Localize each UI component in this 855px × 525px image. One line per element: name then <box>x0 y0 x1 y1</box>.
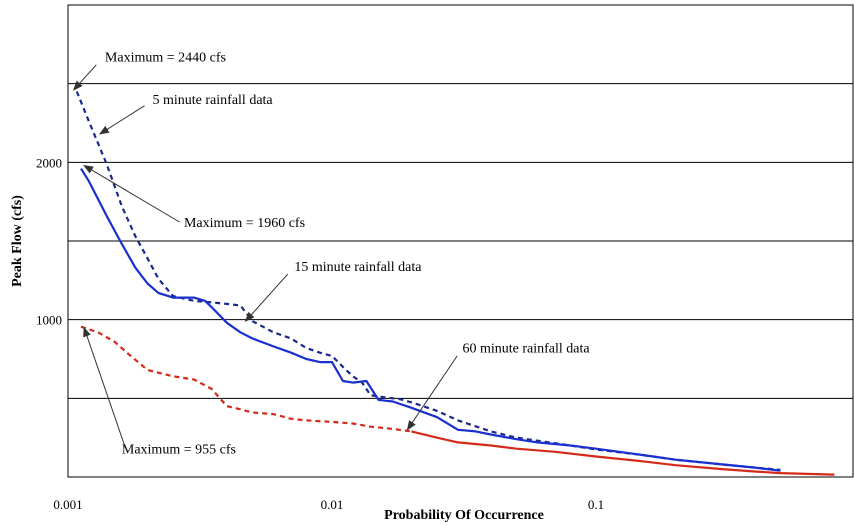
x-tick-label: 0.1 <box>588 497 604 512</box>
x-tick-label: 0.01 <box>321 497 344 512</box>
annotations: Maximum = 2440 cfs 5 minute rainfall data… <box>72 51 590 457</box>
anno-max-2440-arrow <box>72 64 97 91</box>
anno-max-1960-label: Maximum = 1960 cfs <box>184 216 305 231</box>
anno-max-2440-label: Maximum = 2440 cfs <box>105 51 226 66</box>
anno-60min-arrow <box>406 355 458 431</box>
plot-frame <box>67 4 854 478</box>
gridlines <box>68 83 853 399</box>
series-line-15min <box>80 168 781 472</box>
x-tick-label: 0.001 <box>53 497 82 512</box>
series-line-60min <box>80 325 412 433</box>
y-tick-label: 2000 <box>36 155 62 170</box>
anno-5min-arrow <box>98 105 145 135</box>
anno-max-1960-arrow <box>83 164 180 223</box>
series-layer <box>75 91 835 476</box>
y-tick-label: 1000 <box>36 313 62 328</box>
series-line-5min <box>75 91 781 471</box>
tick-labels: 0.001 0.01 0.1 1000 2000 <box>36 155 604 512</box>
anno-15min-label: 15 minute rainfall data <box>294 260 422 275</box>
series-line-60min-tail <box>411 430 835 476</box>
anno-max-955-arrow <box>83 326 126 449</box>
y-axis-title: Peak Flow (cfs) <box>10 195 25 287</box>
anno-60min-label: 60 minute rainfall data <box>462 342 590 357</box>
anno-max-955-label: Maximum = 955 cfs <box>122 442 236 457</box>
x-axis-title: Probability Of Occurrence <box>384 508 544 523</box>
anno-5min-label: 5 minute rainfall data <box>153 93 274 108</box>
anno-15min-arrow <box>244 273 289 322</box>
